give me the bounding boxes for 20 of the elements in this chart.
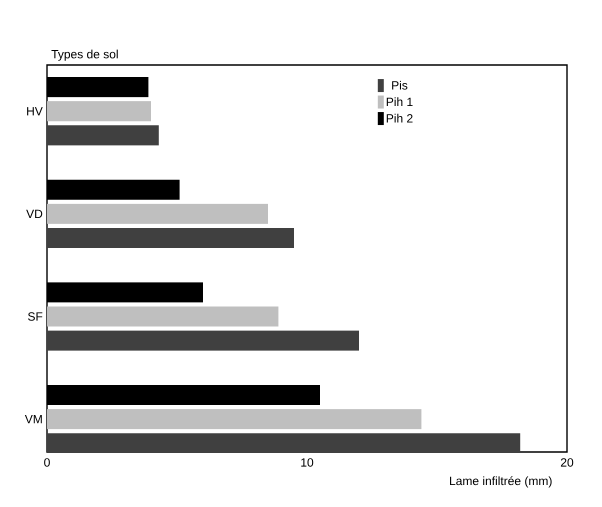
x-tick-label: 10 [301,458,314,467]
x-axis-title: Lame infiltrée (mm) [450,476,552,488]
y-tick-label: VD [26,210,42,218]
y-tick-label: HV [27,107,43,116]
bar [47,204,268,224]
bar [47,101,152,122]
bar [47,306,278,327]
x-tick-label: 20 [560,458,574,467]
legend-label: Pih 2 [386,114,413,122]
y-tick-label: VM [24,415,42,424]
y-axis-title: Types de sol [51,50,118,61]
y-tick-label: SF [28,312,42,321]
bar [47,330,359,351]
bar [47,228,294,248]
legend-label: Pih 1 [386,97,413,106]
legend-label: Pis [392,80,408,90]
x-tick-label: 0 [44,458,50,467]
bar [47,125,159,146]
bar [47,433,520,452]
bar [47,409,422,430]
